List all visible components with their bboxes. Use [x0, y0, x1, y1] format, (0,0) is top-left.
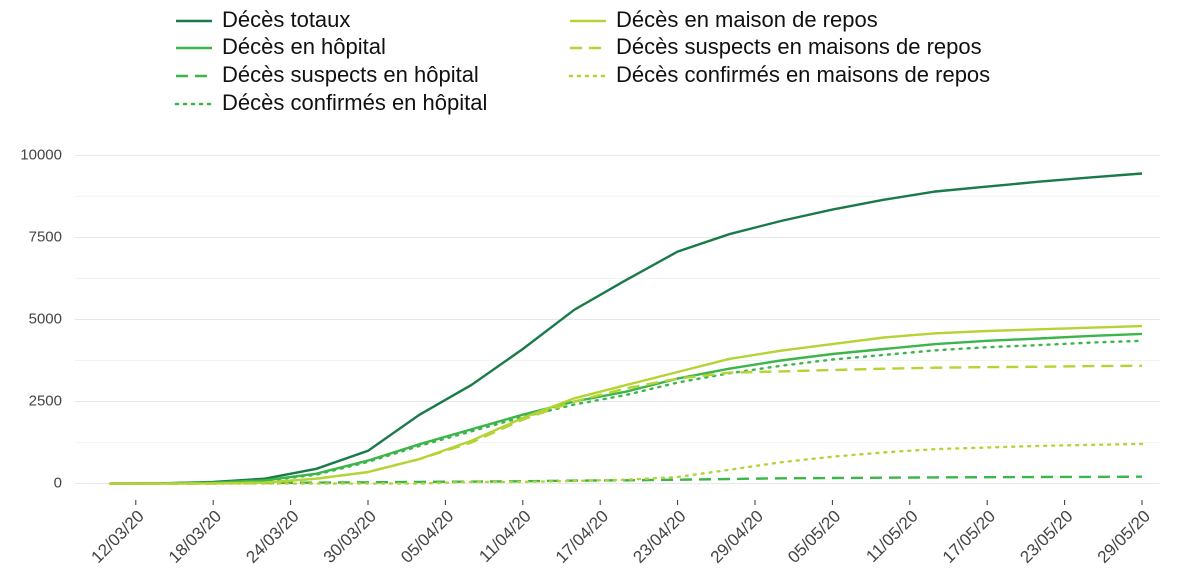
legend-label: Décès suspects en hôpital: [222, 62, 479, 87]
x-tick-label: 11/04/20: [475, 507, 534, 566]
y-tick-label: 5000: [29, 310, 62, 327]
legend-label: Décès confirmés en maisons de repos: [616, 62, 990, 87]
y-tick-label: 10000: [20, 146, 62, 163]
x-tick-label: 23/04/20: [629, 507, 689, 567]
x-tick-label: 18/03/20: [165, 507, 225, 567]
x-tick-label: 17/05/20: [939, 507, 999, 567]
x-tick-label: 29/05/20: [1094, 507, 1154, 567]
series-line: [110, 475, 1143, 485]
legend-label: Décès en maison de repos: [616, 7, 878, 32]
x-tick-label: 12/03/20: [88, 507, 148, 567]
x-tick-label: 11/05/20: [862, 507, 921, 566]
series-line: [109, 172, 1143, 485]
series-line: [110, 364, 1143, 485]
y-tick-label: 7500: [29, 228, 62, 245]
series-line: [108, 339, 1144, 485]
x-tick-label: 24/03/20: [242, 507, 302, 567]
legend-label: Décès suspects en maisons de repos: [616, 34, 982, 59]
x-tick-label: 05/04/20: [397, 507, 457, 567]
legend-label: Décès confirmés en hôpital: [222, 90, 487, 115]
legend-label: Décès en hôpital: [222, 34, 386, 59]
series-line: [109, 332, 1143, 485]
series-line: [110, 324, 1143, 485]
x-tick-label: 05/05/20: [784, 507, 844, 567]
x-tick-label: 29/04/20: [707, 507, 767, 567]
y-tick-label: 2500: [29, 393, 62, 410]
x-tick-label: 30/03/20: [320, 507, 380, 567]
legend-label: Décès totaux: [222, 7, 350, 32]
x-tick-label: 23/05/20: [1016, 507, 1076, 567]
x-tick-label: 17/04/20: [552, 507, 612, 567]
y-tick-label: 0: [54, 475, 62, 492]
